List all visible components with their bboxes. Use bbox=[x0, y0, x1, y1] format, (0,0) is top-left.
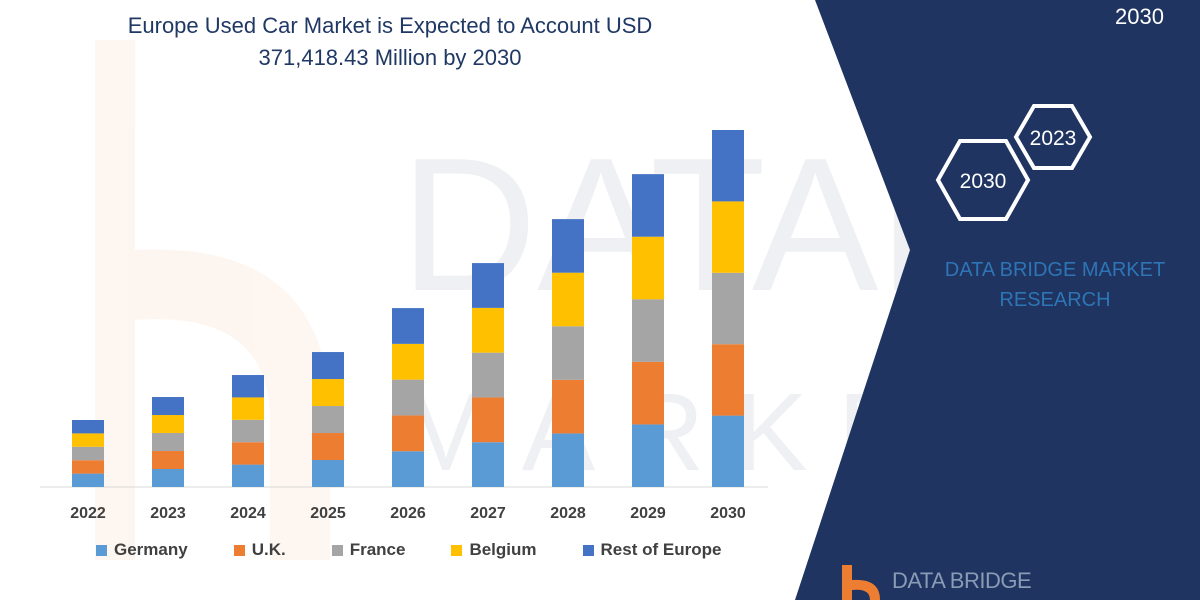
hexagon-2023: 2023 bbox=[1013, 104, 1093, 170]
bar-2023-u-k- bbox=[152, 451, 184, 470]
bar-2023-belgium bbox=[152, 415, 184, 434]
bar-2026-germany bbox=[392, 451, 424, 487]
bar-2024-france bbox=[232, 419, 264, 443]
bar-2025-u-k- bbox=[312, 433, 344, 461]
bar-2028-belgium bbox=[552, 272, 584, 327]
bar-2030-germany bbox=[712, 415, 744, 487]
x-tick-label: 2025 bbox=[310, 505, 346, 522]
bar-2028-germany bbox=[552, 433, 584, 487]
bar-2024-germany bbox=[232, 464, 264, 487]
chart-title: Europe Used Car Market is Expected to Ac… bbox=[127, 13, 653, 70]
x-tick-label: 2028 bbox=[550, 505, 586, 522]
bar-2025-rest-of-europe bbox=[312, 352, 344, 380]
legend-item: Germany bbox=[96, 540, 188, 560]
x-tick-label: 2022 bbox=[70, 505, 106, 522]
legend-swatch bbox=[451, 544, 463, 556]
bar-2026-rest-of-europe bbox=[392, 308, 424, 344]
bar-2027-france bbox=[472, 352, 504, 398]
bar-2027-rest-of-europe bbox=[472, 263, 504, 308]
x-tick-label: 2027 bbox=[470, 505, 506, 522]
bar-2029-germany bbox=[632, 424, 664, 487]
legend-item: U.K. bbox=[233, 540, 286, 560]
legend-label: Belgium bbox=[469, 540, 537, 559]
bar-2026-france bbox=[392, 379, 424, 416]
legend: Germany U.K. France Belgium Rest of Europe bbox=[96, 540, 767, 560]
hexagon-2030: 2030 bbox=[935, 139, 1031, 221]
bar-2026-u-k- bbox=[392, 415, 424, 452]
x-tick-label: 2024 bbox=[230, 505, 266, 522]
x-tick-label: 2030 bbox=[710, 505, 746, 522]
bar-2028-rest-of-europe bbox=[552, 219, 584, 273]
legend-swatch bbox=[233, 544, 245, 556]
bar-2029-u-k- bbox=[632, 361, 664, 425]
bar-2030-rest-of-europe bbox=[712, 130, 744, 202]
bar-2025-germany bbox=[312, 460, 344, 487]
bar-2022-belgium bbox=[72, 433, 104, 447]
bar-2025-france bbox=[312, 406, 344, 434]
legend-swatch bbox=[331, 544, 343, 556]
bar-2027-belgium bbox=[472, 307, 504, 353]
legend-item: France bbox=[331, 540, 406, 560]
bar-2023-france bbox=[152, 433, 184, 452]
bar-2022-rest-of-europe bbox=[72, 420, 104, 434]
bar-2027-u-k- bbox=[472, 397, 504, 443]
bar-2025-belgium bbox=[312, 379, 344, 407]
x-tick-label: 2029 bbox=[630, 505, 666, 522]
bar-2022-germany bbox=[72, 473, 104, 487]
logo-text: DATA BRIDGE bbox=[892, 568, 1032, 593]
db-logo bbox=[842, 565, 880, 600]
bar-2026-belgium bbox=[392, 343, 424, 380]
brand-name: DATA BRIDGE MARKET RESEARCH bbox=[944, 259, 1166, 311]
legend-item: Rest of Europe bbox=[582, 540, 722, 560]
bar-2030-belgium bbox=[712, 201, 744, 273]
legend-swatch bbox=[96, 544, 107, 556]
bar-2030-u-k- bbox=[712, 344, 744, 416]
legend-label: Rest of Europe bbox=[600, 540, 722, 559]
hexagon-2023-label: 2023 bbox=[1030, 127, 1077, 150]
bar-2024-rest-of-europe bbox=[232, 375, 264, 398]
hexagon-2030-label: 2030 bbox=[960, 170, 1007, 193]
legend-label: Germany bbox=[114, 540, 188, 559]
brand-panel bbox=[795, 0, 1200, 600]
bar-2022-u-k- bbox=[72, 460, 104, 474]
bar-2022-france bbox=[72, 446, 104, 461]
bar-2029-rest-of-europe bbox=[632, 174, 664, 237]
legend-swatch bbox=[582, 544, 594, 556]
bar-2024-u-k- bbox=[232, 442, 264, 465]
legend-label: France bbox=[349, 540, 406, 559]
x-tick-label: 2026 bbox=[390, 505, 426, 522]
x-tick-label: 2023 bbox=[150, 505, 186, 522]
bar-2029-belgium bbox=[632, 236, 664, 300]
bar-2029-france bbox=[632, 299, 664, 362]
bar-2028-france bbox=[552, 326, 584, 380]
bar-2023-rest-of-europe bbox=[152, 397, 184, 416]
bar-2030-france bbox=[712, 272, 744, 345]
bar-2028-u-k- bbox=[552, 379, 584, 434]
bar-2023-germany bbox=[152, 469, 184, 487]
bar-2027-germany bbox=[472, 442, 504, 487]
legend-item: Belgium bbox=[451, 540, 537, 560]
legend-label: U.K. bbox=[251, 540, 286, 559]
bar-2024-belgium bbox=[232, 397, 264, 420]
corner-year-text: 2030 bbox=[1115, 4, 1164, 29]
